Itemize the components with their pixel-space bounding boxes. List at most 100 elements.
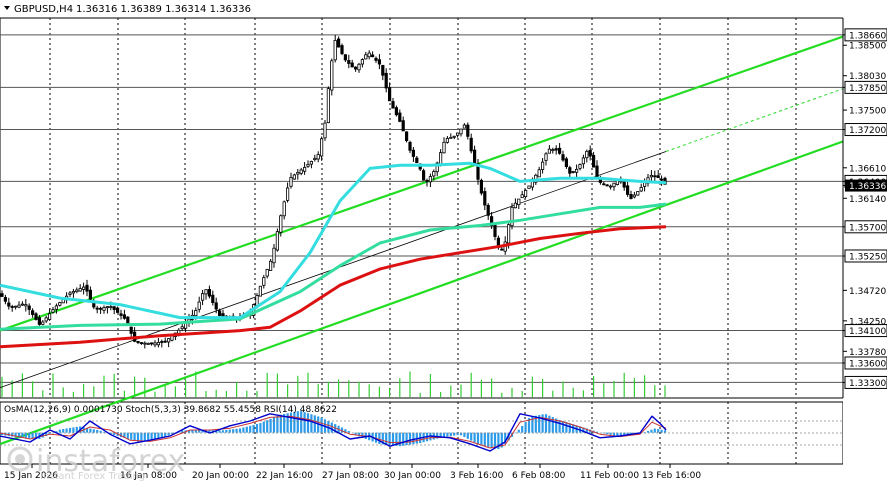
candle-body — [292, 174, 297, 180]
candle-body — [551, 149, 555, 152]
candle-body — [105, 306, 109, 309]
candle-body — [500, 248, 504, 251]
candle-body — [17, 304, 21, 308]
dropdown-arrow-icon — [4, 6, 10, 10]
stoch-signal-line — [0, 415, 667, 449]
candle-body — [24, 304, 28, 307]
candle-body — [445, 138, 450, 143]
candle-body — [428, 176, 433, 183]
candle-body — [136, 340, 140, 343]
candle-body — [554, 148, 558, 151]
candle-body — [636, 191, 640, 196]
candle-body — [122, 314, 126, 319]
candle-body — [381, 64, 385, 76]
candle-body — [78, 288, 82, 292]
candle-body — [353, 66, 358, 70]
candle-body — [384, 72, 388, 89]
candle-body — [51, 309, 55, 313]
candle-body — [255, 295, 259, 306]
candle-body — [160, 341, 164, 343]
price-tick-label: 1.36140 — [849, 195, 886, 205]
candle-body — [527, 185, 531, 189]
candle-body — [177, 329, 181, 334]
time-label: 22 Jan 16:00 — [256, 471, 313, 481]
candle-body — [139, 342, 143, 344]
candle-body — [421, 170, 426, 181]
brand-name: instaforex — [36, 444, 185, 479]
candle-body — [149, 342, 154, 345]
candle-body — [282, 201, 286, 217]
candle-body — [262, 277, 266, 286]
candle-body — [411, 149, 416, 157]
candle-body — [578, 164, 582, 169]
candle-body — [367, 52, 371, 58]
candle-body — [3, 297, 7, 302]
candle-body — [153, 342, 157, 346]
candle-body — [41, 321, 45, 325]
candle-body — [404, 131, 409, 141]
candle-body — [602, 183, 606, 186]
candle-body — [285, 187, 290, 201]
candle-body — [643, 182, 647, 187]
candle-body — [309, 161, 314, 165]
level-price-label: 1.34100 — [849, 327, 886, 337]
level-price-tag — [844, 324, 887, 338]
candle-body — [564, 158, 569, 168]
candle-body — [520, 194, 524, 199]
candle-body — [459, 128, 463, 135]
candle-body — [258, 285, 263, 297]
candle-body — [166, 338, 171, 343]
price-tick-label: 1.34720 — [849, 287, 886, 297]
candle-body — [200, 293, 205, 301]
candle-body — [7, 302, 11, 307]
level-price-tag — [844, 123, 887, 137]
candle-body — [30, 310, 35, 315]
candle-body — [510, 206, 514, 227]
candle-body — [211, 294, 215, 303]
candle-body — [575, 168, 579, 173]
candle-body — [143, 342, 147, 345]
candle-body — [207, 289, 211, 297]
candle-body — [629, 194, 633, 199]
candle-body — [116, 307, 120, 313]
level-price-label: 1.35700 — [849, 223, 886, 233]
candle-body — [370, 54, 375, 58]
candle-body — [214, 302, 218, 310]
candle-body — [486, 204, 490, 216]
candle-body — [296, 172, 300, 175]
candle-body — [313, 157, 317, 161]
candle-body — [517, 198, 521, 206]
candle-body — [194, 310, 198, 317]
candle-body — [415, 157, 419, 164]
price-tick-label: 1.38030 — [849, 72, 886, 82]
candle-body — [639, 187, 643, 192]
candle-body — [479, 179, 484, 194]
candle-body — [119, 313, 123, 316]
candle-body — [377, 59, 382, 65]
time-label: 30 Jan 00:00 — [384, 471, 441, 481]
candle-body — [343, 54, 348, 61]
time-label: 3 Feb 16:00 — [450, 471, 504, 481]
channel-lower-line — [0, 124, 887, 446]
ema-fast-line — [0, 161, 667, 320]
ema-mid-line — [0, 202, 667, 331]
time-axis: 15 Jan 2026 16 Jan 08:00 20 Jan 00:00 22 Ja… — [4, 464, 701, 481]
candle-body — [547, 148, 552, 154]
candle-body — [265, 269, 269, 277]
candle-body — [469, 137, 473, 152]
candle-body — [585, 150, 589, 159]
candle-body — [170, 335, 174, 341]
candle-body — [558, 147, 562, 154]
candle-body — [364, 54, 368, 60]
candle-body — [27, 305, 31, 310]
candle-body — [452, 135, 456, 138]
candle-body — [204, 289, 208, 295]
candle-body — [268, 260, 273, 271]
candle-body — [571, 171, 575, 173]
level-price-tag — [844, 220, 887, 234]
level-price-label: 1.38660 — [849, 31, 886, 41]
candle-body — [588, 149, 592, 157]
candle-body — [146, 342, 150, 345]
